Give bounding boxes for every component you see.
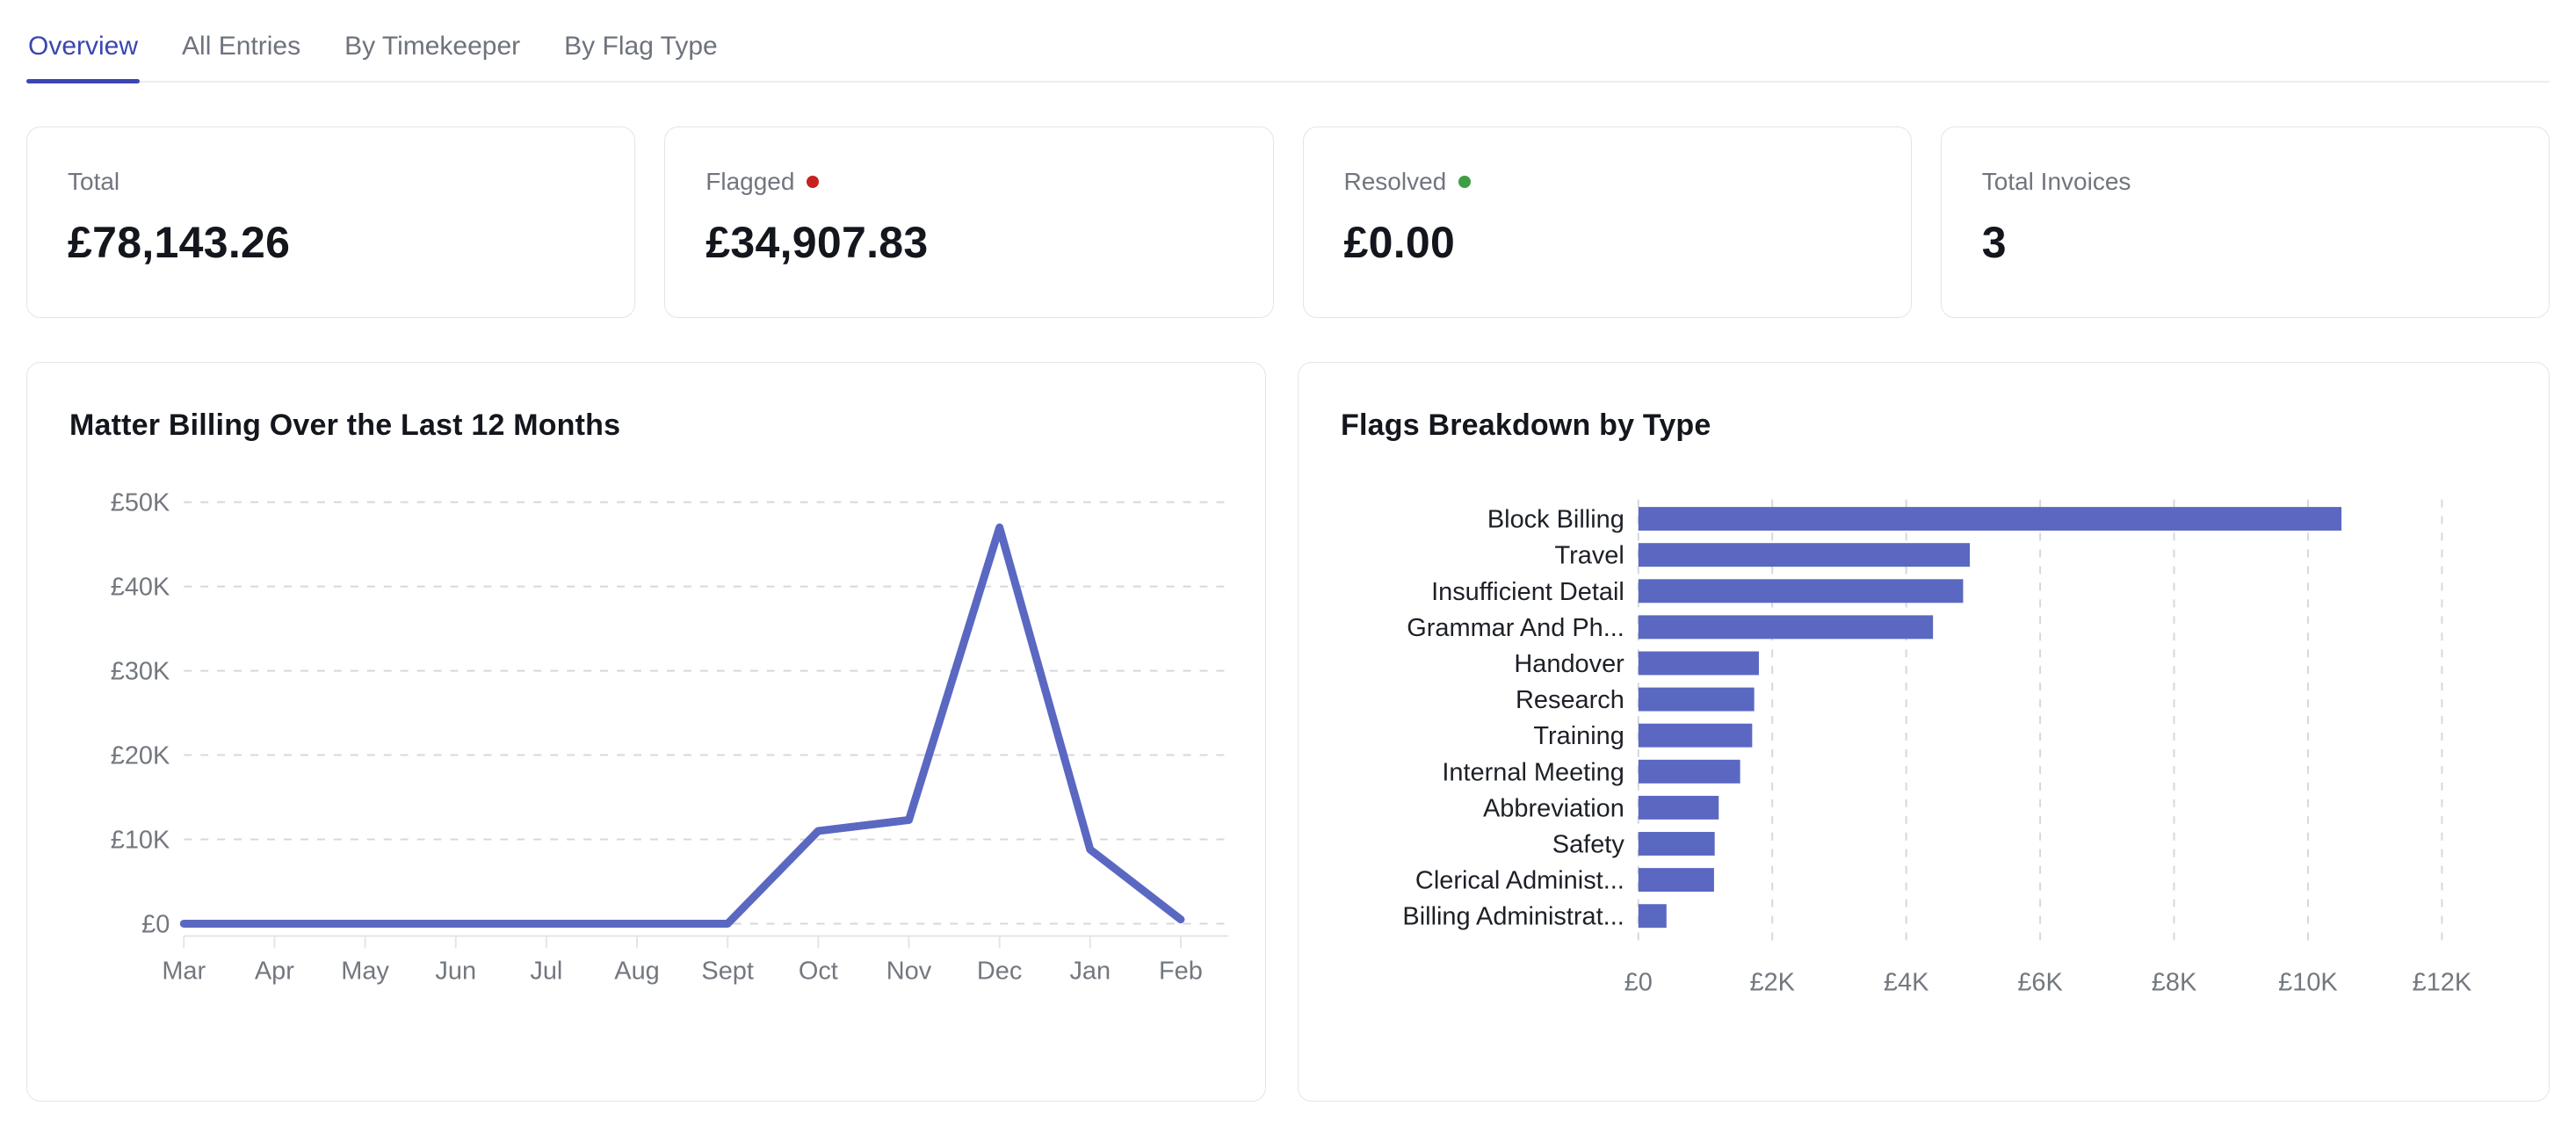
stat-label: Resolved: [1344, 168, 1870, 196]
flag-type-bar: [1638, 904, 1667, 929]
stat-card-total-invoices: Total Invoices 3: [1940, 126, 2550, 318]
x-axis-month-label: Jul: [530, 957, 562, 985]
bar-category-label: Abbreviation: [1483, 794, 1624, 822]
resolved-green-dot: [1458, 176, 1472, 188]
x-axis-month-label: Dec: [977, 957, 1022, 985]
bar-category-label: Insufficient Detail: [1431, 578, 1624, 606]
flag-type-bar: [1638, 507, 2342, 531]
stat-value: £78,143.26: [68, 218, 291, 267]
x-axis-tick-label: £10K: [2278, 968, 2338, 996]
tab-by-timekeeper[interactable]: By Timekeeper: [344, 32, 521, 61]
x-axis-month-label: Oct: [799, 957, 838, 985]
x-axis-tick-label: £2K: [1749, 968, 1794, 996]
charts-row: Matter Billing Over the Last 12 Months £…: [26, 362, 2550, 1102]
flag-type-bar: [1638, 795, 1719, 820]
bar-category-label: Training: [1533, 722, 1624, 750]
flag-type-bar: [1638, 651, 1759, 676]
bar-category-label: Handover: [1514, 650, 1624, 678]
billing-line-chart: £0 £10K £20K £30K £40K £50K Mar Apr May Jun Jul Aug…: [111, 489, 1229, 985]
flag-type-bar: [1638, 868, 1714, 893]
bar-category-label: Internal Meeting: [1442, 758, 1624, 786]
x-axis-month-label: Feb: [1159, 957, 1203, 985]
x-axis-month-label: May: [341, 957, 389, 985]
x-axis-month-label: Mar: [162, 957, 206, 985]
flag-type-bar: [1638, 687, 1755, 712]
y-axis-tick-label: £10K: [111, 826, 170, 854]
x-axis-month-label: Nov: [886, 957, 932, 985]
flag-type-bar: [1638, 723, 1753, 748]
stat-cards-row: Total £78,143.26 Flagged £34,907.83 Reso…: [26, 126, 2550, 318]
x-axis-tick-label: £0: [1624, 968, 1653, 996]
stat-card-resolved: Resolved £0.00: [1302, 126, 1912, 318]
flag-type-bar: [1638, 615, 1934, 640]
x-axis-month-label: Jan: [1069, 957, 1111, 985]
flag-type-bar: [1638, 543, 1971, 567]
y-axis-tick-label: £0: [141, 910, 170, 938]
x-axis-tick-label: £12K: [2413, 968, 2472, 996]
x-axis-month-label: Sept: [701, 957, 754, 985]
bar-category-label: Research: [1516, 686, 1624, 714]
tab-bar: Overview All Entries By Timekeeper By Fl…: [26, 0, 2550, 83]
billing-line-chart-card: Matter Billing Over the Last 12 Months £…: [26, 362, 1266, 1102]
tab-all-entries[interactable]: All Entries: [182, 32, 301, 61]
x-axis-tick-label: £8K: [2152, 968, 2196, 996]
stat-label-text: Total Invoices: [1981, 168, 2131, 195]
bar-category-label: Block Billing: [1487, 506, 1624, 534]
bar-category-label: Billing Administrat...: [1402, 903, 1624, 931]
bar-category-label: Travel: [1555, 542, 1624, 570]
flags-bar-chart: £0 £2K £4K £6K £8K £10K £12K Block Billing Trave…: [1402, 499, 2472, 996]
flag-type-bar: [1638, 832, 1715, 856]
stat-card-total: Total £78,143.26: [26, 126, 636, 318]
bar-category-label: Safety: [1552, 830, 1625, 858]
x-axis-month-label: Aug: [614, 957, 659, 985]
flags-bar-chart-card: Flags Breakdown by Type £0 £2K £4K £6K £8K £1…: [1298, 362, 2550, 1102]
bar-category-label: Grammar And Ph...: [1407, 614, 1624, 642]
stat-value: £34,907.83: [706, 218, 929, 267]
line-chart-title: Matter Billing Over the Last 12 Months: [69, 408, 621, 442]
bar-chart-title: Flags Breakdown by Type: [1341, 408, 1711, 442]
stat-label: Flagged: [706, 168, 1232, 196]
tab-overview[interactable]: Overview: [26, 26, 141, 83]
stat-label-text: Resolved: [1343, 168, 1447, 195]
billing-line-series: [179, 523, 1185, 928]
y-axis-tick-label: £20K: [111, 742, 170, 770]
x-axis-month-label: Jun: [435, 957, 476, 985]
y-axis-tick-label: £40K: [111, 574, 170, 602]
tab-by-flag-type[interactable]: By Flag Type: [564, 32, 718, 61]
x-axis-month-label: Apr: [255, 957, 294, 985]
y-axis-tick-label: £30K: [111, 658, 170, 686]
x-axis-tick-label: £6K: [2017, 968, 2062, 996]
stat-label-text: Total: [68, 168, 120, 195]
bar-category-label: Clerical Administ...: [1415, 867, 1624, 895]
stat-label: Total: [68, 168, 594, 196]
y-axis-tick-label: £50K: [111, 489, 170, 517]
flag-type-bar: [1638, 759, 1740, 784]
flagged-red-dot: [807, 176, 820, 188]
stat-card-flagged: Flagged £34,907.83: [664, 126, 1274, 318]
stat-value: £0.00: [1343, 218, 1456, 267]
x-axis-tick-label: £4K: [1884, 968, 1928, 996]
stat-label-text: Flagged: [706, 168, 795, 195]
stat-value: 3: [1981, 218, 2007, 267]
stat-label: Total Invoices: [1982, 168, 2508, 196]
flag-type-bar: [1638, 579, 1964, 604]
